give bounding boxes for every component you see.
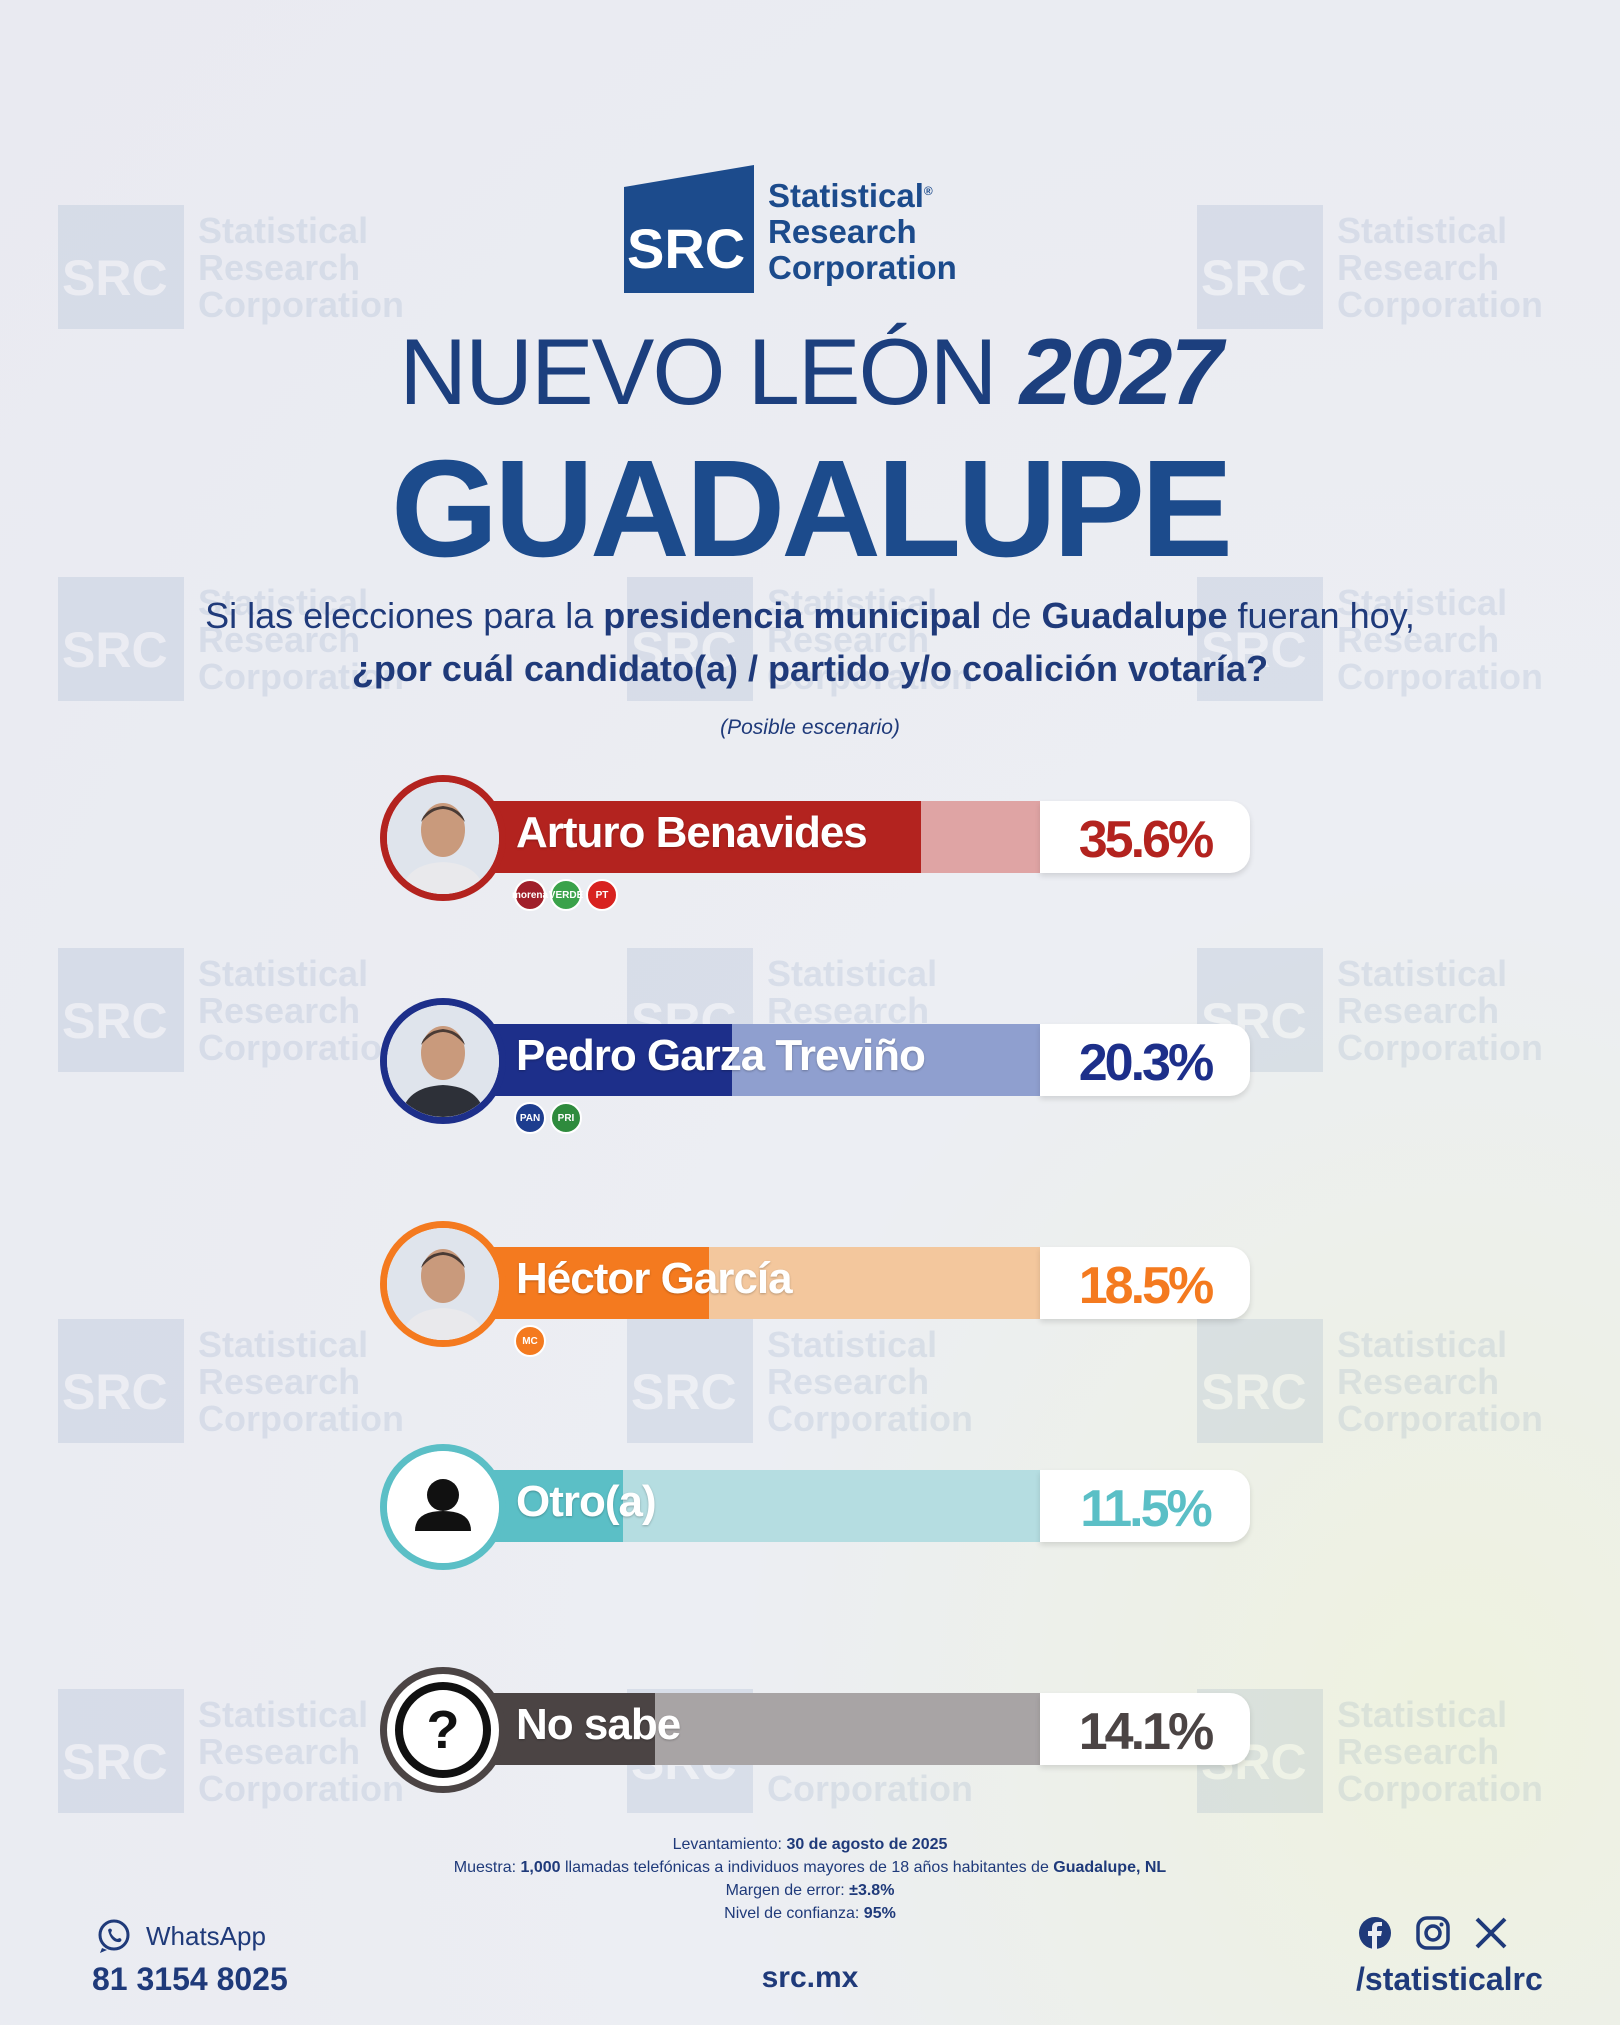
whatsapp-icon	[98, 1919, 130, 1953]
social-icons	[1358, 1916, 1508, 1950]
svg-text:SRC: SRC	[627, 217, 745, 280]
person-icon	[380, 1444, 506, 1570]
region-title: NUEVO LEÓN 2027	[399, 319, 1223, 424]
value-box: 14.1%	[1040, 1693, 1250, 1765]
bar-category-label: Arturo Benavides	[516, 808, 868, 857]
bar-value-label: 14.1%	[1078, 1703, 1214, 1761]
bar	[480, 801, 921, 873]
src-logo-mark: SRC	[624, 165, 754, 293]
bar-track	[480, 1024, 1100, 1096]
bar-row: Arturo Benavides 35.6% morena VERDE PT	[380, 775, 1250, 911]
bar	[480, 1024, 732, 1096]
bar-track	[480, 1247, 1100, 1319]
bar-row: Otro(a) 11.5%	[380, 1444, 1250, 1570]
bar-row: No sabe 14.1%?	[380, 1667, 1250, 1793]
bar-value-label: 20.3%	[1078, 1034, 1214, 1092]
candidate-photo	[380, 998, 506, 1124]
bar-track	[480, 801, 1100, 873]
bar-row: Héctor García 18.5% MC	[380, 1221, 1250, 1357]
party-badge: PT	[586, 879, 618, 911]
party-badge: MC	[514, 1325, 546, 1357]
svg-text:?: ?	[427, 1700, 460, 1760]
social-handle[interactable]: /statisticalrc	[1356, 1961, 1543, 1997]
bar	[480, 1247, 709, 1319]
candidate-photo	[380, 775, 506, 901]
value-box: 18.5%	[1040, 1247, 1250, 1319]
party-badges: PAN PRI	[514, 1102, 582, 1134]
brand-logo: SRC Statistical® Research Corporation	[624, 165, 957, 293]
whatsapp-label: WhatsApp	[146, 1920, 266, 1951]
bar-category-label: Otro(a)	[516, 1477, 657, 1526]
bar-value-label: 18.5%	[1078, 1257, 1214, 1315]
value-box: 20.3%	[1040, 1024, 1250, 1096]
party-badge: VERDE	[549, 879, 583, 911]
question-line-2: ¿por cuál candidato(a) / partido y/o coa…	[351, 648, 1269, 689]
value-box: 11.5%	[1040, 1470, 1250, 1542]
party-badges: MC	[514, 1325, 546, 1357]
value-box: 35.6%	[1040, 801, 1250, 873]
city-title: GUADALUPE	[390, 432, 1233, 586]
bar-value-label: 35.6%	[1078, 811, 1214, 869]
bar-value-label: 11.5%	[1080, 1480, 1213, 1538]
party-badges: morena VERDE PT	[512, 879, 618, 911]
phone-number[interactable]: 81 3154 8025	[92, 1961, 288, 1997]
candidate-photo	[380, 1221, 506, 1347]
facebook-icon[interactable]	[1358, 1916, 1392, 1950]
brand-name: Statistical® Research Corporation	[768, 176, 957, 286]
methodology: Levantamiento: 30 de agosto de 2025 Mues…	[453, 1836, 1167, 1922]
question-line-1: Si las elecciones para la presidencia mu…	[205, 595, 1415, 636]
party-badge: PAN	[514, 1102, 546, 1134]
scenario-note: (Posible escenario)	[720, 716, 900, 739]
question-icon: ?	[380, 1667, 506, 1793]
instagram-icon[interactable]	[1416, 1916, 1450, 1950]
bar-category-label: Pedro Garza Treviño	[516, 1031, 926, 1080]
bar-row: Pedro Garza Treviño 20.3% PAN PRI	[380, 998, 1250, 1134]
party-badge: morena	[512, 879, 548, 911]
bar	[480, 1693, 655, 1765]
bar-category-label: Héctor García	[516, 1254, 793, 1303]
bar-track	[480, 1693, 1100, 1765]
party-badge: PRI	[550, 1102, 582, 1134]
bar-category-label: No sabe	[516, 1700, 681, 1749]
x-icon[interactable]	[1474, 1916, 1508, 1950]
whatsapp-link[interactable]: WhatsApp	[96, 1918, 266, 1954]
website-link[interactable]: src.mx	[761, 1961, 859, 1994]
